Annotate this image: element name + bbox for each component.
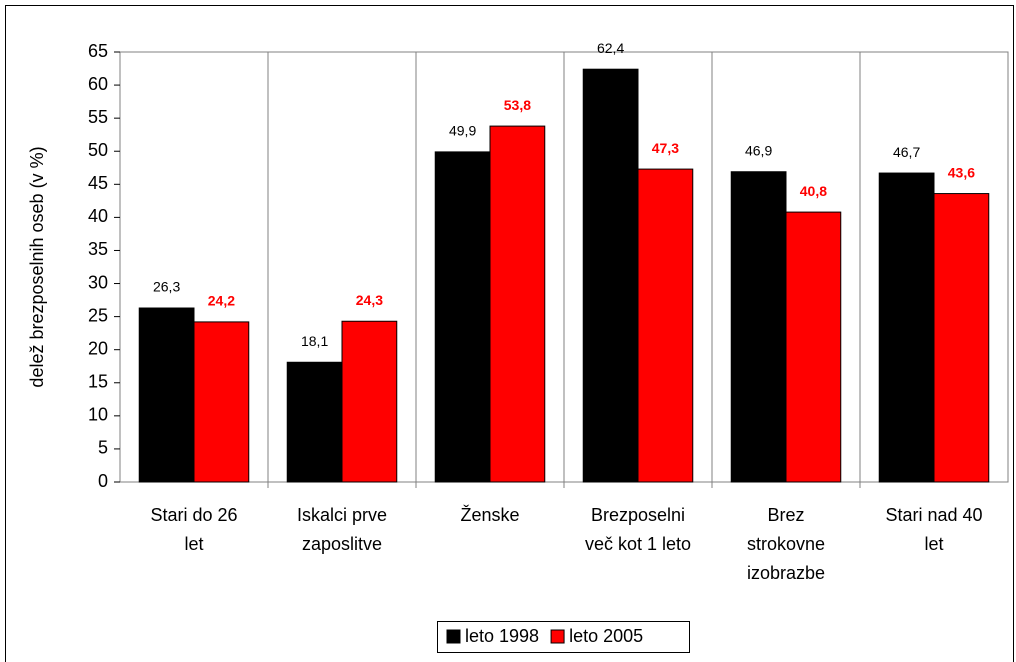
y-tick-label: 40	[88, 206, 108, 226]
x-tick-label-line: Stari do 26	[150, 505, 237, 525]
y-tick-label: 35	[88, 239, 108, 259]
data-label: 46,9	[745, 142, 772, 158]
data-label: 46,7	[893, 144, 920, 160]
data-label: 62,4	[597, 40, 624, 56]
bar	[434, 151, 491, 483]
x-tick-label: Stari nad 40 let	[885, 505, 982, 554]
x-tick-label-line: Stari nad 40	[885, 505, 982, 525]
x-tick-label-line: Iskalci prve	[297, 505, 387, 525]
data-label: 26,3	[153, 279, 180, 295]
y-tick-label: 0	[98, 471, 108, 491]
y-tick-label: 50	[88, 140, 108, 160]
x-tick-label-line: strokovne	[747, 534, 825, 554]
bar	[637, 168, 694, 483]
bar	[878, 172, 935, 483]
x-tick-label-line: Brezposelni	[591, 505, 685, 525]
x-tick-label: Iskalci prve zaposlitve	[297, 505, 387, 554]
y-tick-label: 45	[88, 173, 108, 193]
bar	[582, 68, 639, 483]
y-tick-label: 30	[88, 272, 108, 292]
y-tick-label: 25	[88, 305, 108, 325]
x-tick-label: Ženske	[460, 505, 519, 525]
bar	[730, 171, 787, 483]
bar	[785, 211, 842, 483]
x-tick-label-line: Ženske	[460, 505, 519, 525]
x-tick-label-line: let	[184, 534, 203, 554]
x-tick-label-line: let	[924, 534, 943, 554]
x-tick-label-line: več kot 1 leto	[585, 534, 691, 554]
y-tick-label: 65	[88, 41, 108, 61]
data-label: 18,1	[301, 333, 328, 349]
y-axis-label: delež brezposelnih oseb (v %)	[27, 146, 47, 387]
data-label: 40,8	[800, 183, 827, 199]
x-tick-label: Brezposelni več kot 1 leto	[585, 505, 691, 554]
legend: leto 1998 leto 2005	[437, 621, 690, 653]
legend-swatch	[446, 629, 461, 644]
legend-label: leto 2005	[569, 626, 643, 646]
data-label: 24,2	[208, 293, 235, 309]
bar	[933, 193, 990, 483]
y-tick-label: 5	[98, 438, 108, 458]
data-label: 53,8	[504, 97, 531, 113]
x-tick-label-line: Brez	[767, 505, 804, 525]
data-label: 43,6	[948, 164, 975, 180]
y-tick-label: 15	[88, 372, 108, 392]
x-tick-label: Stari do 26 let	[150, 505, 237, 554]
data-label: 47,3	[652, 140, 679, 156]
legend-swatch	[550, 629, 565, 644]
legend-box	[437, 621, 690, 653]
y-tick-label: 60	[88, 74, 108, 94]
x-tick-label: Brez strokovne izobrazbe	[747, 505, 825, 583]
x-tick-label-line: zaposlitve	[302, 534, 382, 554]
legend-label: leto 1998	[465, 626, 539, 646]
y-tick-label: 20	[88, 338, 108, 358]
bar	[138, 307, 195, 483]
data-label: 49,9	[449, 123, 476, 139]
bar	[286, 361, 343, 483]
data-label: 24,3	[356, 292, 383, 308]
x-tick-label-line: izobrazbe	[747, 563, 825, 583]
y-tick-label: 55	[88, 107, 108, 127]
bar	[193, 321, 250, 483]
bar	[489, 125, 546, 483]
bar	[341, 320, 398, 483]
y-tick-label: 10	[88, 405, 108, 425]
